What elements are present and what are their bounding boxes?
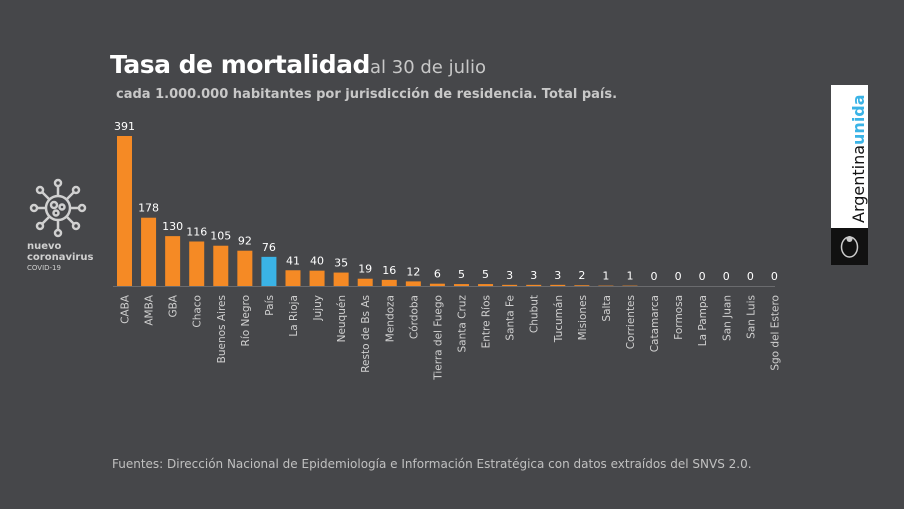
- bar-santa-fe: [502, 284, 518, 286]
- coat-of-arms-icon: [831, 228, 868, 265]
- data-label: 0: [675, 270, 682, 283]
- data-label: 3: [506, 269, 513, 282]
- category-label: Córdoba: [408, 295, 420, 339]
- category-label: Catamarca: [649, 295, 661, 352]
- data-label: 178: [138, 202, 159, 215]
- category-label: Santa Fe: [505, 295, 517, 341]
- data-label: 0: [747, 270, 754, 283]
- category-label: Buenos Aires: [216, 295, 228, 363]
- data-label: 5: [482, 268, 489, 281]
- logo-line2: coronavirus: [27, 252, 94, 263]
- bar-río-negro: [237, 250, 253, 286]
- category-label: Jujuy: [312, 295, 324, 322]
- bar-la-rioja: [285, 270, 301, 286]
- bar-mendoza: [381, 279, 397, 286]
- bar-tierra-del-fuego: [429, 283, 445, 286]
- data-label: 1: [626, 270, 633, 283]
- data-label: 391: [114, 120, 135, 133]
- category-label: Tierra del Fuego: [432, 295, 444, 381]
- footer-sources: Fuentes: Dirección Nacional de Epidemiol…: [112, 457, 752, 471]
- data-label: 12: [406, 265, 420, 278]
- chart-date: al 30 de julio: [370, 57, 487, 78]
- bar-misiones: [574, 285, 590, 286]
- category-label: AMBA: [144, 294, 156, 325]
- category-label: Chaco: [192, 295, 204, 328]
- data-label: 130: [162, 220, 183, 233]
- category-label: Formosa: [673, 295, 685, 340]
- category-label: Chubut: [529, 295, 541, 333]
- category-label: Salta: [601, 295, 613, 322]
- data-label: 3: [530, 269, 537, 282]
- data-label: 35: [334, 257, 348, 270]
- category-label: GBA: [168, 294, 180, 317]
- category-label: Santa Cruz: [456, 295, 468, 353]
- category-label: La Rioja: [288, 295, 300, 337]
- coronavirus-icon: [29, 178, 87, 238]
- category-label: Sgo del Estero: [769, 295, 781, 371]
- bar-tucumán: [550, 284, 566, 286]
- category-label: Neuquén: [336, 295, 348, 342]
- chart-subtitle: cada 1.000.000 habitantes por jurisdicci…: [116, 87, 618, 102]
- bar-caba: [117, 136, 132, 286]
- category-label: Tucumán: [553, 295, 565, 343]
- bar-gba: [165, 236, 181, 286]
- logo-text: nuevo coronavirus COVID-19: [27, 241, 93, 274]
- bar-santa-cruz: [453, 284, 469, 286]
- data-label: 16: [382, 264, 396, 277]
- bar-resto-de-bs-as: [357, 278, 373, 286]
- data-label: 2: [578, 269, 585, 282]
- bar-córdoba: [405, 281, 421, 286]
- category-label: Mendoza: [384, 295, 396, 342]
- category-label: San Juan: [721, 295, 733, 341]
- data-label: 76: [262, 241, 276, 254]
- data-label: 41: [286, 254, 300, 267]
- data-label: 116: [186, 225, 207, 238]
- bar-amba: [141, 217, 157, 286]
- data-label: 92: [238, 235, 252, 248]
- logo-line1: nuevo: [27, 241, 62, 252]
- category-label: La Pampa: [697, 295, 709, 346]
- category-label: Resto de Bs As: [360, 295, 372, 373]
- bar-país: [261, 256, 277, 286]
- data-label: 0: [771, 270, 778, 283]
- data-label: 6: [434, 268, 441, 281]
- data-label: 1: [602, 270, 609, 283]
- data-label: 19: [358, 263, 372, 276]
- data-label: 40: [310, 255, 324, 268]
- logo-line3: COVID-19: [27, 264, 61, 272]
- data-label: 105: [210, 230, 231, 243]
- category-label: Corrientes: [625, 295, 637, 349]
- bar-chubut: [526, 284, 542, 286]
- data-label: 5: [458, 268, 465, 281]
- category-label: País: [264, 295, 276, 316]
- category-label: Entre Ríos: [481, 295, 493, 348]
- data-label: 0: [699, 270, 706, 283]
- bar-jujuy: [309, 270, 325, 286]
- bar-entre-ríos: [478, 284, 494, 286]
- category-label: CABA: [120, 294, 132, 324]
- argentina-unida-brand: Argentinaunida: [831, 85, 868, 265]
- category-label: San Luis: [745, 295, 757, 339]
- bar-neuquén: [333, 272, 349, 286]
- category-label: Río Negro: [240, 295, 252, 346]
- data-label: 0: [651, 270, 658, 283]
- chart-title: Tasa de mortalidad: [110, 50, 370, 79]
- bar-chaco: [189, 241, 205, 286]
- data-label: 0: [723, 270, 730, 283]
- bar-buenos-aires: [213, 245, 229, 286]
- category-label: Misiones: [577, 295, 589, 340]
- data-label: 3: [554, 269, 561, 282]
